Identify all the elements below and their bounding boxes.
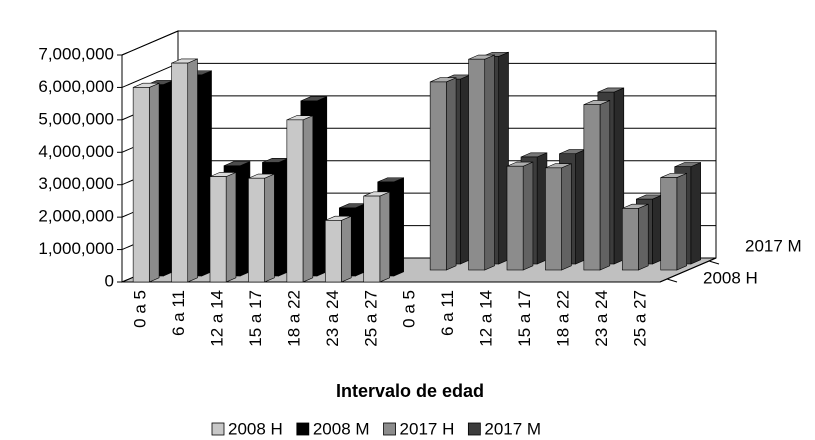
- bar-side: [690, 162, 701, 265]
- bar-side: [445, 77, 457, 271]
- x-tick-label: 15 a 17: [246, 290, 265, 347]
- legend-swatch: [296, 422, 310, 436]
- legend-label: 2008 M: [313, 419, 370, 438]
- bar-side: [302, 115, 314, 283]
- bar: [324, 220, 342, 283]
- x-tick-label: 6 a 11: [438, 290, 457, 336]
- x-axis-title: Intervalo de edad: [336, 381, 484, 401]
- bar-side: [341, 215, 352, 283]
- bar-side: [522, 161, 534, 271]
- y-tick-label: 1,000,000: [38, 239, 114, 258]
- x-tick-label: 12 a 14: [477, 290, 496, 347]
- bar-side: [561, 163, 572, 271]
- bar: [286, 119, 304, 283]
- bar-side: [393, 177, 404, 277]
- y-tick-label: 0: [105, 271, 114, 290]
- x-tick-label: 25 a 27: [630, 290, 649, 347]
- y-tick-label: 6,000,000: [38, 77, 114, 96]
- y-tick-label: 3,000,000: [38, 174, 114, 193]
- y-tick-label: 7,000,000: [38, 44, 114, 63]
- legend-label: 2017 H: [400, 419, 455, 438]
- depth-label: 2017 M: [745, 236, 802, 255]
- x-tick-label: 23 a 24: [323, 290, 342, 347]
- x-tick-label: 0 a 5: [400, 290, 419, 328]
- bar-side: [187, 58, 198, 283]
- y-tick-label: 5,000,000: [38, 109, 114, 128]
- bar-side: [599, 99, 611, 271]
- bar-side: [638, 203, 649, 271]
- bar: [171, 62, 189, 283]
- legend-swatch: [383, 422, 396, 436]
- x-tick-label: 18 a 22: [284, 290, 303, 347]
- depth-tick: [666, 278, 678, 283]
- y-tick-label: 2,000,000: [38, 207, 114, 226]
- depth-tick: [708, 260, 720, 265]
- bar: [209, 176, 227, 283]
- bar: [248, 177, 265, 283]
- x-tick-label: 0 a 5: [131, 290, 150, 328]
- depth-axis: [659, 257, 717, 283]
- y-tick-label: 4,000,000: [38, 142, 114, 161]
- bar: [468, 58, 486, 271]
- legend-swatch: [211, 422, 225, 436]
- bar: [583, 104, 601, 271]
- bar: [660, 177, 678, 271]
- bar-side: [148, 82, 160, 283]
- bar: [363, 195, 381, 283]
- bar: [545, 167, 562, 271]
- x-tick-label: 18 a 22: [553, 290, 572, 347]
- legend-label: 2008 H: [228, 419, 283, 438]
- bar-side: [264, 173, 275, 283]
- bar: [429, 81, 447, 271]
- legend-swatch: [467, 422, 481, 436]
- bar-side: [225, 171, 237, 283]
- grid-line-side: [121, 62, 179, 88]
- x-tick-label: 23 a 24: [592, 290, 611, 347]
- bar: [506, 165, 524, 271]
- grid-line-side: [121, 30, 179, 56]
- bar-side: [676, 172, 687, 271]
- depth-label: 2008 H: [703, 268, 758, 287]
- x-tick-label: 15 a 17: [515, 290, 534, 347]
- x-tick-label: 25 a 27: [361, 290, 380, 347]
- bar-side: [484, 54, 495, 271]
- bar-side: [379, 191, 390, 283]
- bar: [132, 87, 150, 283]
- x-tick-label: 12 a 14: [208, 290, 227, 347]
- bar: [621, 208, 639, 271]
- legend-label: 2017 M: [484, 419, 541, 438]
- x-tick-label: 6 a 11: [169, 290, 188, 336]
